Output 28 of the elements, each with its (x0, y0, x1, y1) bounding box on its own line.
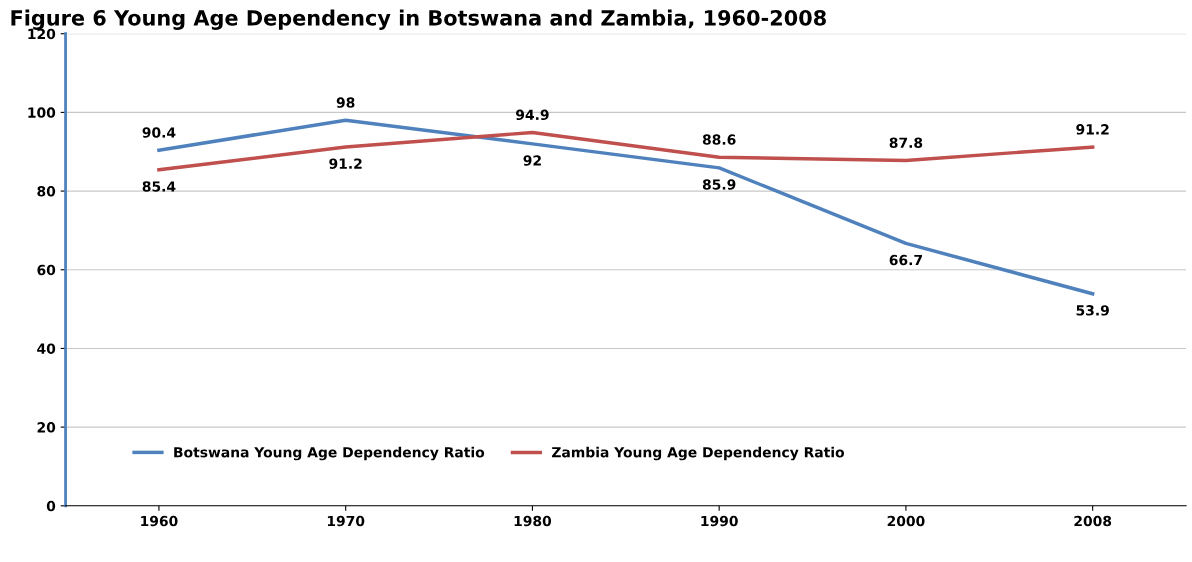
x-tick-label: 1990 (701, 515, 738, 527)
data-label: 91.2 (329, 158, 362, 169)
y-tick-label: 0 (46, 500, 56, 512)
data-label: 91.2 (1076, 124, 1109, 135)
y-tick-label: 120 (28, 28, 56, 40)
data-label: 87.8 (889, 137, 923, 148)
data-label: 90.4 (142, 127, 176, 138)
data-label: 66.7 (889, 254, 922, 266)
data-label: 94.9 (516, 109, 549, 121)
x-tick-label: 2008 (1074, 515, 1112, 527)
data-label: 53.9 (1076, 305, 1109, 316)
data-label: 85.9 (702, 179, 736, 190)
data-label: 92 (523, 155, 541, 166)
y-tick-label: 80 (37, 186, 56, 197)
y-tick-label: 40 (37, 343, 56, 354)
data-label: 85.4 (142, 181, 176, 192)
x-tick-label: 1960 (141, 515, 178, 527)
data-label: 98 (336, 97, 355, 108)
legend-label: Botswana Young Age Dependency Ratio (174, 446, 485, 461)
x-tick-label: 1980 (514, 515, 552, 527)
y-tick-label: 60 (37, 264, 56, 276)
y-tick-label: 100 (28, 107, 56, 118)
x-tick-label: 2000 (887, 515, 925, 527)
y-tick-label: 20 (37, 422, 56, 433)
legend-label: Zambia Young Age Dependency Ratio (552, 446, 845, 461)
chart-title: Figure 6 Young Age Dependency in Botswana and Zambia, 1960-2008 (11, 9, 826, 30)
data-label: 88.6 (702, 134, 736, 145)
x-tick-label: 1970 (327, 515, 365, 527)
